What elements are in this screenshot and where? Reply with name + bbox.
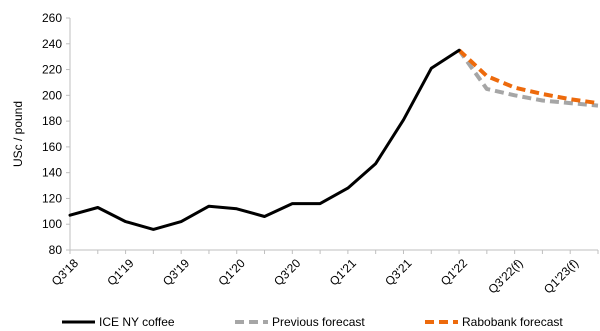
legend-item-previous-forecast: Previous forecast	[235, 315, 365, 329]
y-tick-label: 200	[42, 88, 62, 102]
legend-item-rabobank-forecast: Rabobank forecast	[425, 315, 563, 329]
series-line-ice-ny-coffee	[68, 48, 461, 231]
legend-label: Rabobank forecast	[462, 315, 563, 329]
x-tick-label: Q1'19	[104, 256, 137, 289]
y-axis-ticks: 80 100 120 140 160 180 200 220 240 260	[42, 11, 62, 257]
x-tick-label: Q3'21	[382, 256, 415, 289]
y-tick-label: 140	[42, 166, 62, 180]
x-tick-label: Q1'22	[438, 256, 471, 289]
y-tick-label: 80	[49, 243, 63, 257]
y-tick-label: 260	[42, 11, 62, 25]
legend: ICE NY coffee Previous forecast Rabobank f…	[62, 315, 563, 329]
legend-label: Previous forecast	[272, 315, 365, 329]
x-tick-label: Q1'23(f)	[541, 256, 581, 296]
x-axis-ticks: Q3'18 Q1'19 Q3'19 Q1'20 Q3'20 Q1'21 Q3'21 Q1'22…	[49, 256, 581, 297]
y-tick-label: 160	[42, 140, 62, 154]
x-tick-label: Q3'22(f)	[485, 256, 525, 296]
x-tick-label: Q3'19	[160, 256, 193, 289]
x-tick-label: Q3'20	[271, 256, 304, 289]
axes	[66, 17, 599, 254]
x-tick-label: Q1'20	[216, 256, 249, 289]
series-lines	[68, 48, 599, 231]
x-tick-label: Q3'18	[49, 256, 82, 289]
y-tick-label: 100	[42, 217, 62, 231]
series-line-previous-forecast	[457, 49, 599, 108]
y-tick-label: 240	[42, 37, 62, 51]
series-line-rabobank-forecast	[457, 48, 599, 106]
x-tick-label: Q1'21	[327, 256, 360, 289]
y-tick-label: 220	[42, 63, 62, 77]
y-axis-title: USc / pound	[11, 101, 25, 167]
legend-item-ice-ny-coffee: ICE NY coffee	[62, 315, 175, 329]
legend-label: ICE NY coffee	[99, 315, 175, 329]
y-tick-label: 120	[42, 191, 62, 205]
y-tick-label: 180	[42, 114, 62, 128]
